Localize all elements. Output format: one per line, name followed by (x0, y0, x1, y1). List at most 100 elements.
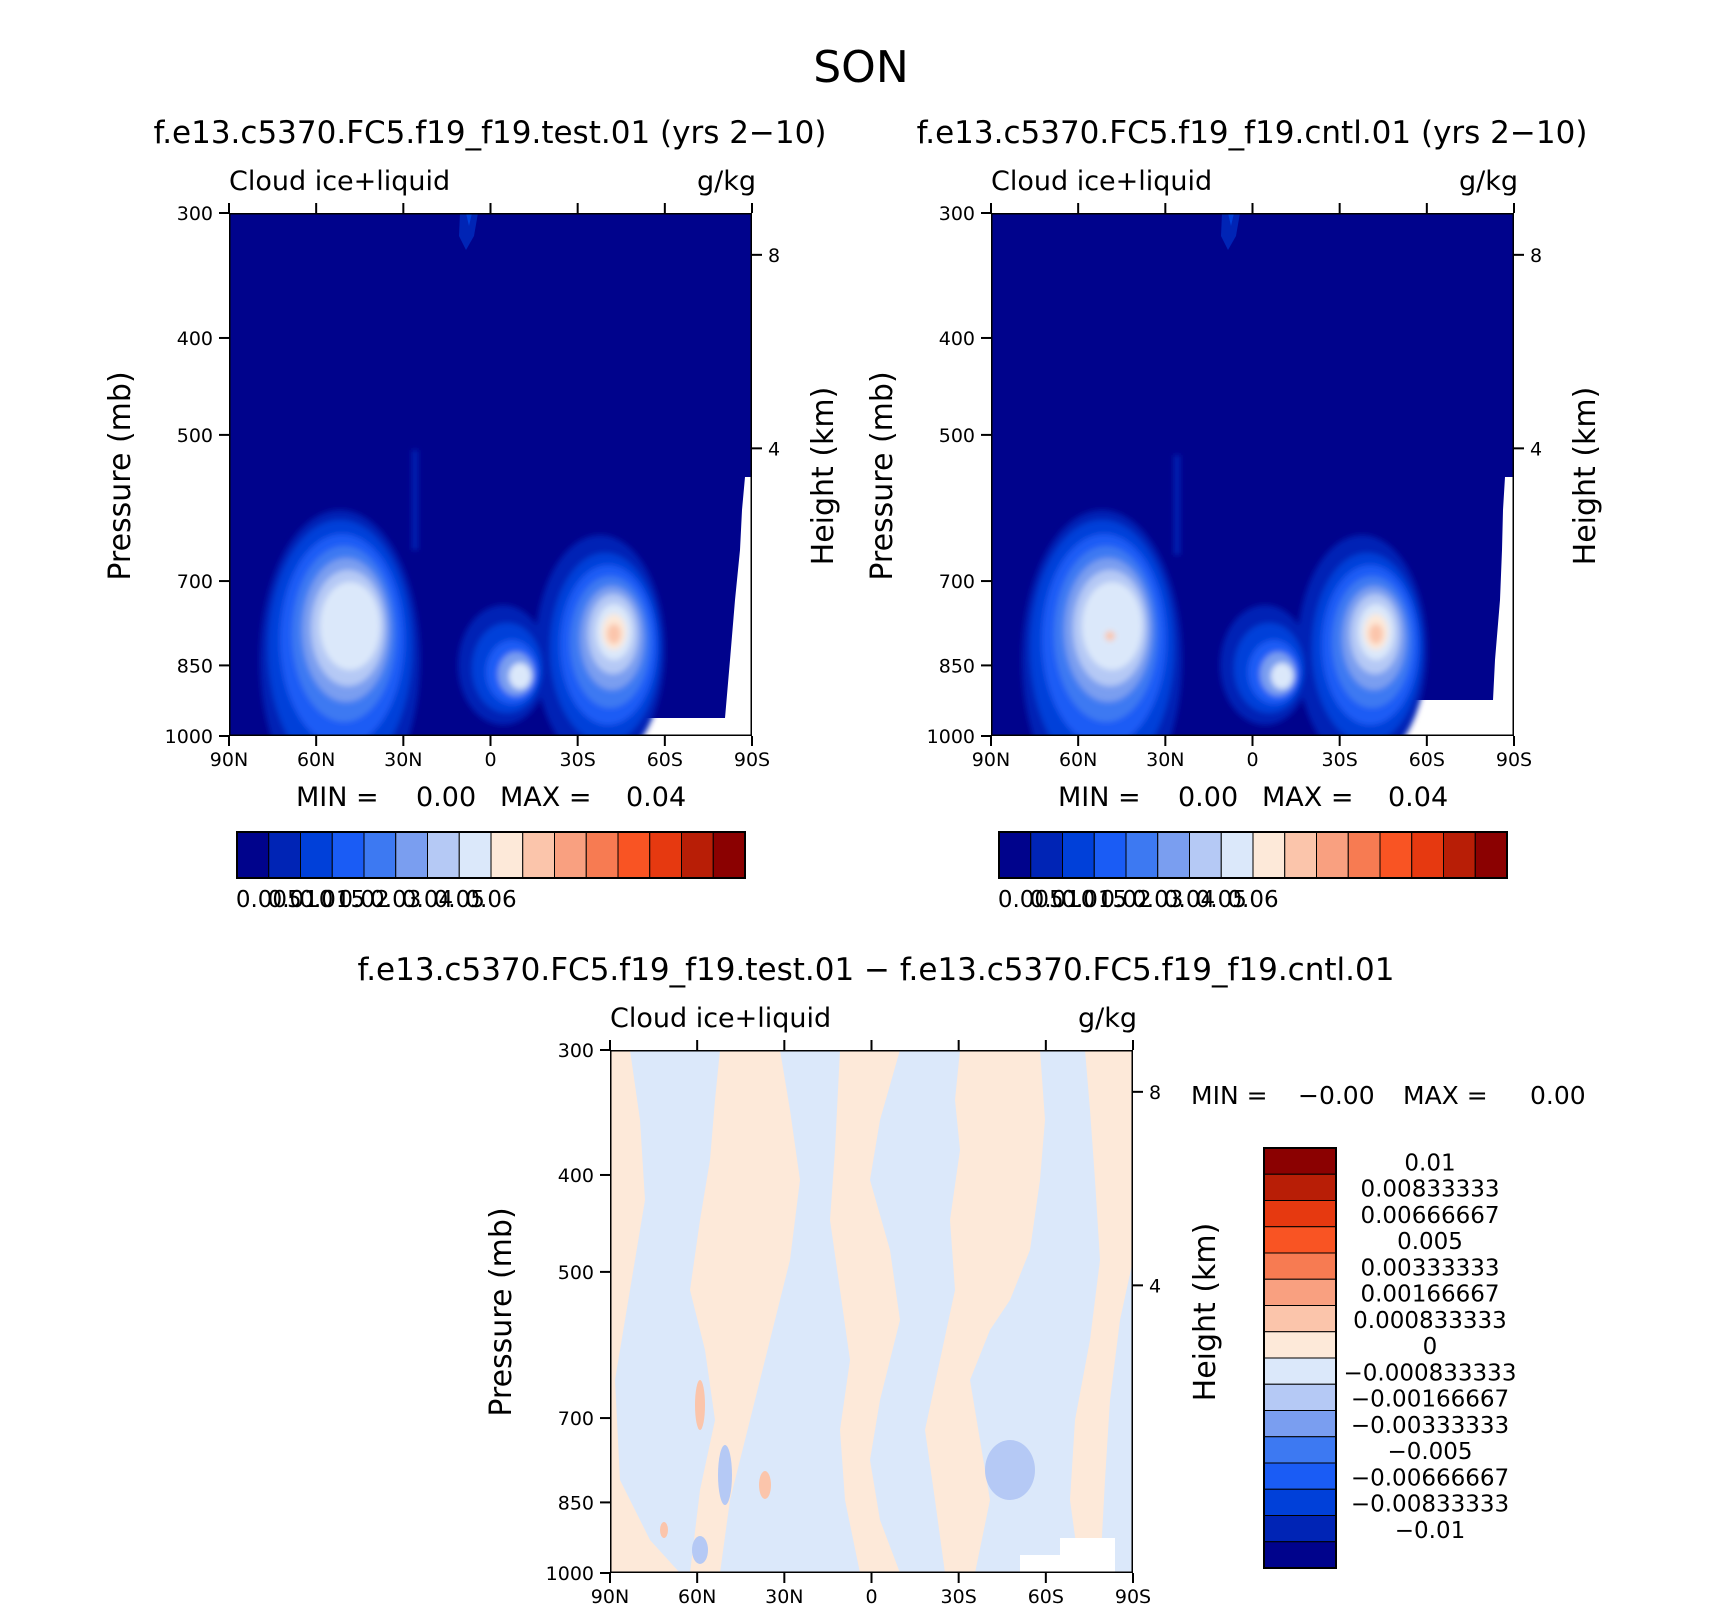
panel-cntl-x-tick-label: 0 (1246, 749, 1258, 771)
panel-cntl-y2-tick-label: 4 (1530, 438, 1542, 460)
panel-cntl-x-tick-label: 60N (1059, 749, 1097, 771)
panel-cntl-colorbar-label: 0.03 (1132, 887, 1183, 913)
panel-test-colorbar-swatch (490, 831, 524, 879)
panel-diff: f.e13.c5370.FC5.f19_f19.test.01 − f.e13.… (358, 952, 1586, 1608)
panel-test-min-value: 0.00 (416, 782, 476, 813)
panel-diff-y-axis-title: Pressure (mb) (484, 1207, 519, 1416)
panel-cntl-colorbar-swatch (1443, 831, 1476, 879)
panel-diff-colorbar: 0.010.008333330.006666670.0050.003333330… (1263, 1147, 1516, 1569)
panel-test-left-label: Cloud ice+liquid (229, 166, 450, 197)
panel-cntl-y-tick-label: 850 (939, 655, 975, 677)
panel-test-colorbar-label: 0.010 (268, 887, 334, 913)
panel-diff-colorbar-label: 0.005 (1397, 1229, 1463, 1255)
panel-test-y2-axis-title: Height (km) (806, 387, 841, 566)
panel-diff-y-tick-label: 500 (558, 1262, 594, 1284)
panel-diff-x-tick-label: 60N (678, 1586, 716, 1608)
panel-diff-y-tick-label: 400 (558, 1165, 594, 1187)
panel-diff-max-value: 0.00 (1530, 1081, 1586, 1110)
panel-cntl-colorbar-swatch (1030, 831, 1063, 879)
panel-test-colorbar-label: 0.05 (434, 887, 485, 913)
panel-cntl-colorbar-label: 0.02 (1100, 887, 1151, 913)
figure-title: SON (813, 42, 908, 93)
panel-cntl-x-tick-label: 60S (1409, 749, 1445, 771)
panel-test-colorbar-swatch (458, 831, 492, 879)
panel-test-x-tick-label: 90N (210, 749, 248, 771)
panel-diff-y-tick-label: 700 (558, 1408, 594, 1430)
panel-diff-colorbar-swatch (1263, 1147, 1337, 1175)
panel-diff-min-value: −0.00 (1298, 1081, 1375, 1110)
panel-diff-colorbar-label: −0.005 (1387, 1439, 1472, 1465)
panel-test-colorbar-swatch (649, 831, 682, 879)
panel-test-colorbar-swatch (585, 831, 619, 879)
panel-test-colorbar-swatch (363, 831, 397, 879)
panel-cntl-colorbar-swatch (1252, 831, 1286, 879)
panel-test-y2-tick-label: 8 (768, 245, 780, 267)
panel-diff-colorbar-swatch (1263, 1383, 1337, 1411)
panel-diff-colorbar-swatch (1263, 1252, 1337, 1280)
panel-cntl-colorbar-swatch (1347, 831, 1381, 879)
panel-diff-x-tick-label: 30S (941, 1586, 977, 1608)
panel-cntl-axes: 300 400 500 700 850 1000 8 4 90N 60N 30N 0 30S 60S 90S (927, 203, 1542, 771)
panel-diff-colorbar-label: 0.00666667 (1360, 1203, 1499, 1229)
panel-cntl-left-label: Cloud ice+liquid (991, 166, 1212, 197)
panel-diff-x-tick-label: 90N (591, 1586, 629, 1608)
panel-diff-y-tick-label: 850 (558, 1492, 594, 1514)
panel-test-colorbar-swatch (427, 831, 460, 879)
panel-diff-title: f.e13.c5370.FC5.f19_f19.test.01 − f.e13.… (358, 952, 1395, 988)
panel-test-x-tick-label: 30N (384, 749, 422, 771)
panel-cntl-colorbar-label: 0.06 (1227, 887, 1278, 913)
panel-test-y-tick-label: 850 (177, 655, 213, 677)
panel-cntl-colorbar-swatch (998, 831, 1032, 879)
panel-test-x-tick-label: 0 (484, 749, 496, 771)
panel-test-y-tick-label: 700 (177, 571, 213, 593)
panel-diff-colorbar-swatch (1263, 1462, 1337, 1490)
panel-diff-colorbar-label: −0.00833333 (1351, 1492, 1509, 1518)
panel-cntl-y-axis-title: Pressure (mb) (865, 371, 900, 580)
panel-cntl-y-tick-label: 500 (939, 425, 975, 447)
panel-test-colorbar-label: 0.03 (370, 887, 421, 913)
panel-test-x-tick-label: 60N (297, 749, 335, 771)
panel-test-y-axis-title: Pressure (mb) (103, 371, 138, 580)
panel-cntl-y-tick-label: 300 (939, 203, 975, 225)
panel-cntl-colorbar-label: 0.015 (1061, 887, 1127, 913)
panel-diff-colorbar-swatch (1263, 1436, 1337, 1464)
panel-diff-y2-tick-label: 8 (1149, 1082, 1161, 1104)
panel-cntl-y2-tick-label: 8 (1530, 245, 1542, 267)
panel-test-colorbar-label: 0.02 (338, 887, 389, 913)
panel-diff-x-tick-label: 90S (1115, 1586, 1151, 1608)
panel-cntl-min-value: 0.00 (1178, 782, 1238, 813)
panel-test-contour-field (229, 213, 752, 736)
panel-test-max-label: MAX = (500, 782, 591, 813)
panel-diff-colorbar-label: −0.01 (1395, 1518, 1465, 1544)
panel-diff-colorbar-swatch (1263, 1305, 1337, 1333)
panel-cntl-units-label: g/kg (1459, 166, 1518, 197)
panel-cntl-colorbar-label: 0.05 (1196, 887, 1247, 913)
panel-test-x-tick-label: 90S (734, 749, 770, 771)
panel-cntl-contour-field (991, 213, 1514, 736)
panel-test-y-tick-label: 300 (177, 203, 213, 225)
panel-test-colorbar-swatch (395, 831, 428, 879)
panel-test-colorbar-swatch (268, 831, 301, 879)
panel-diff-min-label: MIN = (1191, 1081, 1268, 1110)
panel-cntl-colorbar-label: 0.04 (1164, 887, 1215, 913)
panel-diff-x-tick-label: 60S (1028, 1586, 1064, 1608)
panel-cntl-colorbar-swatch (1379, 831, 1413, 879)
panel-cntl-x-tick-label: 30S (1322, 749, 1358, 771)
panel-cntl-x-tick-label: 90S (1496, 749, 1532, 771)
panel-test-max-value: 0.04 (626, 782, 686, 813)
panel-cntl-colorbar-swatch (1125, 831, 1159, 879)
panel-test-colorbar-swatch (236, 831, 270, 879)
panel-diff-colorbar-label: −0.00166667 (1351, 1387, 1509, 1413)
panel-test-colorbar-swatch (554, 831, 587, 879)
panel-cntl-title: f.e13.c5370.FC5.f19_f19.cntl.01 (yrs 2−1… (917, 115, 1588, 151)
panel-test-x-tick-label: 30S (560, 749, 596, 771)
panel-test-colorbar-frame (236, 831, 746, 879)
panel-diff-left-label: Cloud ice+liquid (610, 1003, 831, 1034)
panel-diff-contour-field (610, 1050, 1133, 1573)
panel-test-axes: 300 400 500 700 850 1000 8 4 90N 60N 30N 0 30S 60S 90S (165, 203, 780, 771)
panel-cntl-colorbar-swatch (1220, 831, 1254, 879)
panel-test-colorbar-label: 0.04 (402, 887, 453, 913)
